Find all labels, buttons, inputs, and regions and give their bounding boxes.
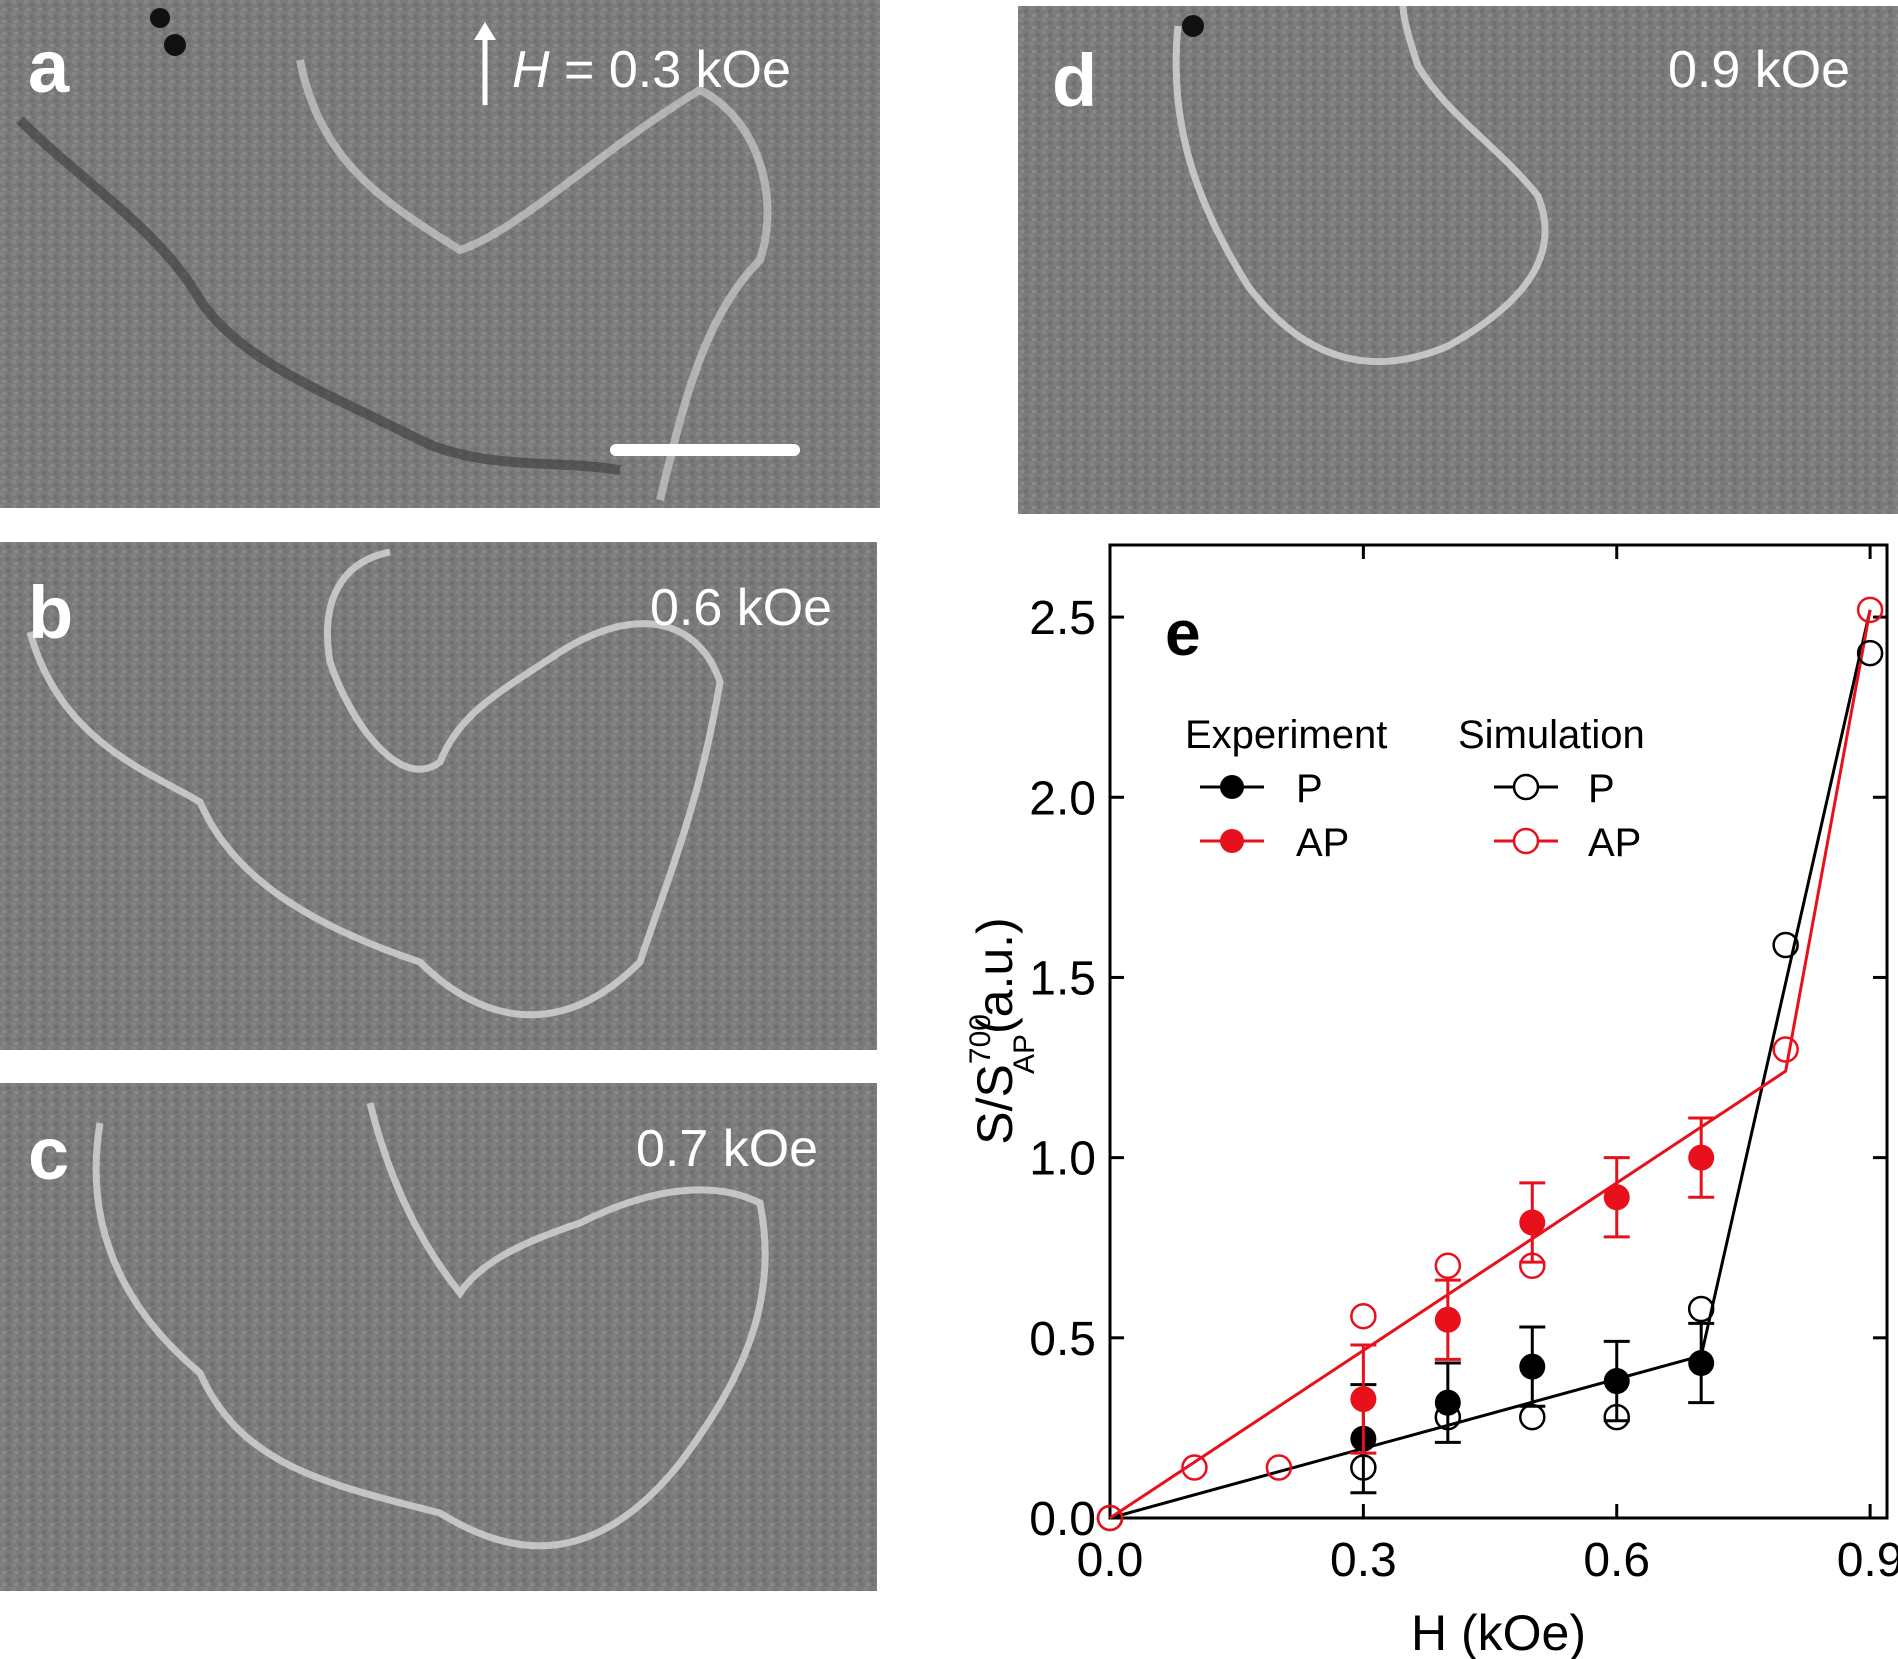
field-label-d: 0.9 kOe — [1668, 41, 1851, 99]
panel-label-c: c — [28, 1112, 70, 1195]
domain-image-d — [1018, 6, 1898, 514]
domain-image-c — [0, 1083, 877, 1591]
x-tick-label: 0.3 — [1330, 1534, 1397, 1587]
point-experiment-ap — [1688, 1144, 1715, 1171]
point-experiment-p — [1519, 1353, 1546, 1380]
legend-experiment-title: Experiment — [1185, 713, 1387, 757]
legend-simulation-title: Simulation — [1458, 713, 1645, 757]
y-label-sub: AP — [1008, 1034, 1041, 1074]
point-simulation-p — [1856, 639, 1884, 667]
point-experiment-ap — [1519, 1209, 1546, 1236]
scale-bar — [610, 444, 800, 456]
field-label-a: H = 0.3 kOe — [512, 44, 791, 96]
image-panel-d: d 0.9 kOe — [1018, 6, 1898, 514]
point-simulation-ap — [1265, 1454, 1293, 1481]
y-label-tail: (a.u.) — [967, 917, 1023, 1034]
legend-label-experiment-p: P — [1296, 767, 1323, 811]
point-simulation-ap — [1181, 1454, 1208, 1481]
point-simulation-p — [1519, 1403, 1546, 1431]
point-experiment-p — [1688, 1350, 1715, 1377]
point-simulation-p — [1687, 1295, 1715, 1323]
point-simulation-ap — [1350, 1302, 1377, 1330]
point-simulation-p — [1350, 1454, 1377, 1481]
plot-frame — [1108, 543, 1889, 1520]
point-simulation-p — [1603, 1403, 1630, 1431]
panel-label-d: d — [1052, 39, 1098, 122]
x-tick-label: 0.9 — [1837, 1534, 1898, 1587]
point-experiment-ap — [1350, 1386, 1377, 1413]
y-tick-label: 0.0 — [1029, 1493, 1096, 1546]
point-experiment-ap — [1603, 1184, 1630, 1211]
legend-marker-simulation-p — [1512, 773, 1540, 801]
chart-axes — [1108, 543, 1889, 1520]
x-tick-label: 0.6 — [1583, 1534, 1650, 1587]
point-simulation-p — [1772, 931, 1799, 959]
y-tick-label: 0.5 — [1029, 1313, 1096, 1366]
panel-label-b: b — [28, 571, 74, 654]
point-simulation-p — [1434, 1403, 1462, 1431]
point-simulation-ap — [1096, 1504, 1124, 1532]
panel-label-e: e — [1165, 597, 1201, 669]
field-label-b: 0.6 kOe — [650, 579, 833, 637]
y-tick-label: 1.0 — [1029, 1133, 1096, 1186]
domain-image-b — [0, 542, 877, 1050]
point-simulation-ap — [1856, 596, 1884, 624]
point-simulation-p — [1096, 1504, 1124, 1532]
point-simulation-ap — [1519, 1252, 1546, 1279]
x-tick-label: 0.0 — [1077, 1534, 1144, 1587]
point-experiment-p — [1603, 1368, 1630, 1395]
fit-line-p — [1109, 609, 1872, 1520]
image-panel-a: a H = 0.3 kOe — [0, 0, 880, 508]
x-axis-label: H (kOe) — [1411, 1605, 1586, 1659]
point-simulation-ap — [1772, 1036, 1799, 1063]
legend-marker-experiment-ap — [1220, 829, 1244, 853]
y-label-sup: 700 — [964, 1014, 997, 1064]
y-label-main: S/S — [967, 1064, 1023, 1145]
field-value: = 0.3 kOe — [549, 41, 791, 99]
data-marks — [1096, 596, 1884, 1532]
legend-marker-experiment-p — [1220, 775, 1244, 799]
y-tick-label: 2.0 — [1029, 772, 1096, 825]
y-axis-label: S/S700 AP(a.u.) — [964, 917, 1041, 1144]
domain-image-a — [0, 0, 880, 508]
point-experiment-p — [1434, 1389, 1461, 1416]
field-label-c: 0.7 kOe — [636, 1120, 819, 1178]
image-panel-c: c 0.7 kOe — [0, 1083, 877, 1591]
y-tick-label: 1.5 — [1029, 952, 1096, 1005]
point-experiment-p — [1350, 1425, 1377, 1452]
fit-line-ap — [1109, 609, 1872, 1520]
panel-label-a: a — [28, 25, 70, 108]
field-symbol: H — [512, 41, 550, 99]
legend-label-simulation-ap: AP — [1588, 821, 1641, 865]
legend-marker-simulation-ap — [1512, 827, 1540, 855]
field-arrow-icon — [474, 22, 496, 40]
point-simulation-ap — [1434, 1252, 1462, 1279]
fit-lines — [1109, 609, 1872, 1520]
y-tick-label: 2.5 — [1029, 592, 1096, 645]
point-experiment-ap — [1434, 1306, 1461, 1333]
legend-label-experiment-ap: AP — [1296, 821, 1349, 865]
legend-label-simulation-p: P — [1588, 767, 1615, 811]
chart-text: 0.0 0.3 0.6 0.9 0.0 0.5 1.0 1.5 2.0 2.5 H (kOe) S/S… — [964, 592, 1898, 1659]
image-panel-b: b 0.6 kOe — [0, 542, 877, 1050]
